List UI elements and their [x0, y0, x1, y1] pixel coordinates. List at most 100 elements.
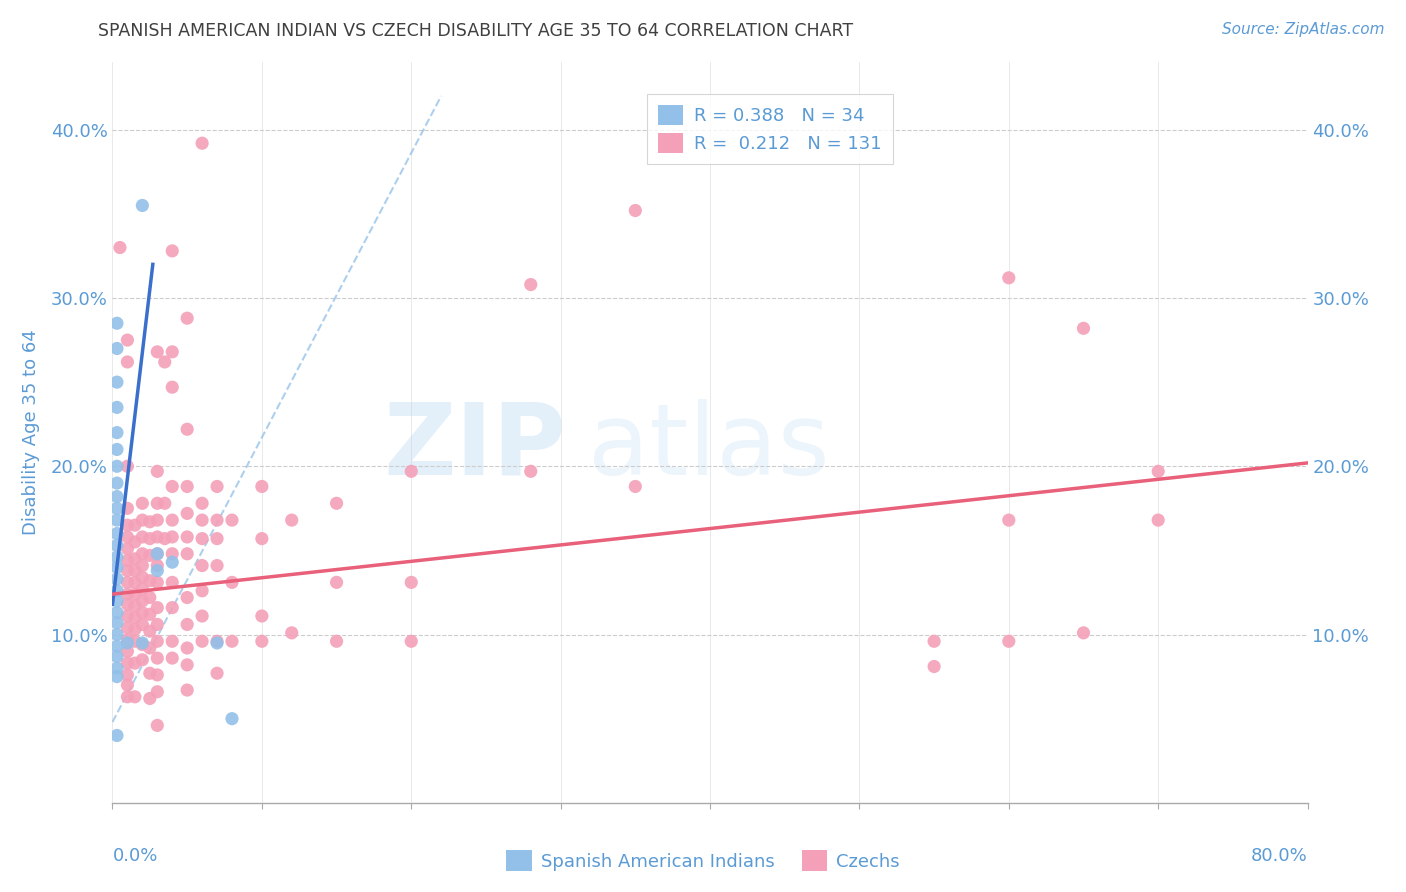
Point — [162, 651, 183, 665]
Point — [205, 513, 228, 527]
Point — [146, 496, 169, 510]
Point — [105, 550, 128, 565]
Point — [191, 513, 214, 527]
Point — [105, 442, 128, 457]
Point — [162, 634, 183, 648]
Point — [325, 575, 347, 590]
Point — [176, 591, 198, 605]
Point — [176, 530, 198, 544]
Point — [124, 634, 146, 648]
Point — [117, 541, 139, 556]
Point — [162, 575, 183, 590]
Point — [998, 634, 1021, 648]
Point — [146, 513, 169, 527]
Point — [162, 380, 183, 394]
Point — [221, 712, 243, 726]
Point — [105, 526, 128, 541]
Point — [131, 547, 153, 561]
Point — [146, 564, 169, 578]
Point — [191, 609, 214, 624]
Point — [146, 634, 169, 648]
Y-axis label: Disability Age 35 to 64: Disability Age 35 to 64 — [21, 330, 39, 535]
Point — [205, 666, 228, 681]
Point — [162, 344, 183, 359]
Point — [124, 535, 146, 549]
Point — [105, 606, 128, 620]
Point — [205, 634, 228, 648]
Point — [221, 634, 243, 648]
Point — [221, 575, 243, 590]
Point — [105, 572, 128, 586]
Point — [146, 547, 169, 561]
Point — [108, 240, 131, 255]
Point — [1073, 321, 1095, 335]
Point — [105, 476, 128, 491]
Point — [139, 532, 162, 546]
Point — [117, 355, 139, 369]
Point — [146, 685, 169, 699]
Point — [131, 606, 153, 620]
Point — [153, 355, 176, 369]
Point — [117, 668, 139, 682]
Point — [117, 656, 139, 670]
Point — [401, 634, 423, 648]
Point — [998, 513, 1021, 527]
Point — [139, 666, 162, 681]
Point — [520, 277, 543, 292]
Point — [153, 496, 176, 510]
Point — [105, 316, 128, 330]
Point — [325, 634, 347, 648]
Point — [146, 600, 169, 615]
Text: 0.0%: 0.0% — [112, 847, 157, 865]
Point — [105, 627, 128, 641]
Point — [146, 530, 169, 544]
Point — [117, 597, 139, 611]
Point — [176, 657, 198, 672]
Point — [162, 547, 183, 561]
Point — [191, 532, 214, 546]
Point — [176, 311, 198, 326]
Point — [117, 587, 139, 601]
Point — [131, 582, 153, 596]
Point — [117, 564, 139, 578]
Point — [131, 653, 153, 667]
Point — [1147, 513, 1170, 527]
Point — [1073, 625, 1095, 640]
Point — [191, 496, 214, 510]
Point — [105, 649, 128, 664]
Point — [162, 244, 183, 258]
Point — [105, 661, 128, 675]
Point — [117, 518, 139, 533]
Point — [153, 532, 176, 546]
Point — [105, 594, 128, 608]
Point — [176, 507, 198, 521]
Point — [922, 634, 945, 648]
Point — [162, 555, 183, 569]
Point — [131, 617, 153, 632]
Point — [124, 575, 146, 590]
Point — [105, 342, 128, 356]
Point — [146, 617, 169, 632]
Point — [131, 638, 153, 652]
Point — [105, 401, 128, 415]
Point — [117, 530, 139, 544]
Point — [124, 587, 146, 601]
Point — [401, 575, 423, 590]
Point — [191, 583, 214, 598]
Point — [205, 558, 228, 573]
Point — [250, 479, 273, 493]
Point — [139, 691, 162, 706]
Point — [146, 668, 169, 682]
Point — [176, 683, 198, 698]
Point — [105, 459, 128, 474]
Text: SPANISH AMERICAN INDIAN VS CZECH DISABILITY AGE 35 TO 64 CORRELATION CHART: SPANISH AMERICAN INDIAN VS CZECH DISABIL… — [98, 22, 853, 40]
Point — [139, 624, 162, 639]
Point — [117, 501, 139, 516]
Point — [520, 464, 543, 478]
Legend: R = 0.388   N = 34, R =  0.212   N = 131: R = 0.388 N = 34, R = 0.212 N = 131 — [647, 94, 893, 164]
Point — [139, 574, 162, 588]
Point — [281, 625, 304, 640]
Point — [105, 501, 128, 516]
Point — [124, 564, 146, 578]
Point — [131, 513, 153, 527]
